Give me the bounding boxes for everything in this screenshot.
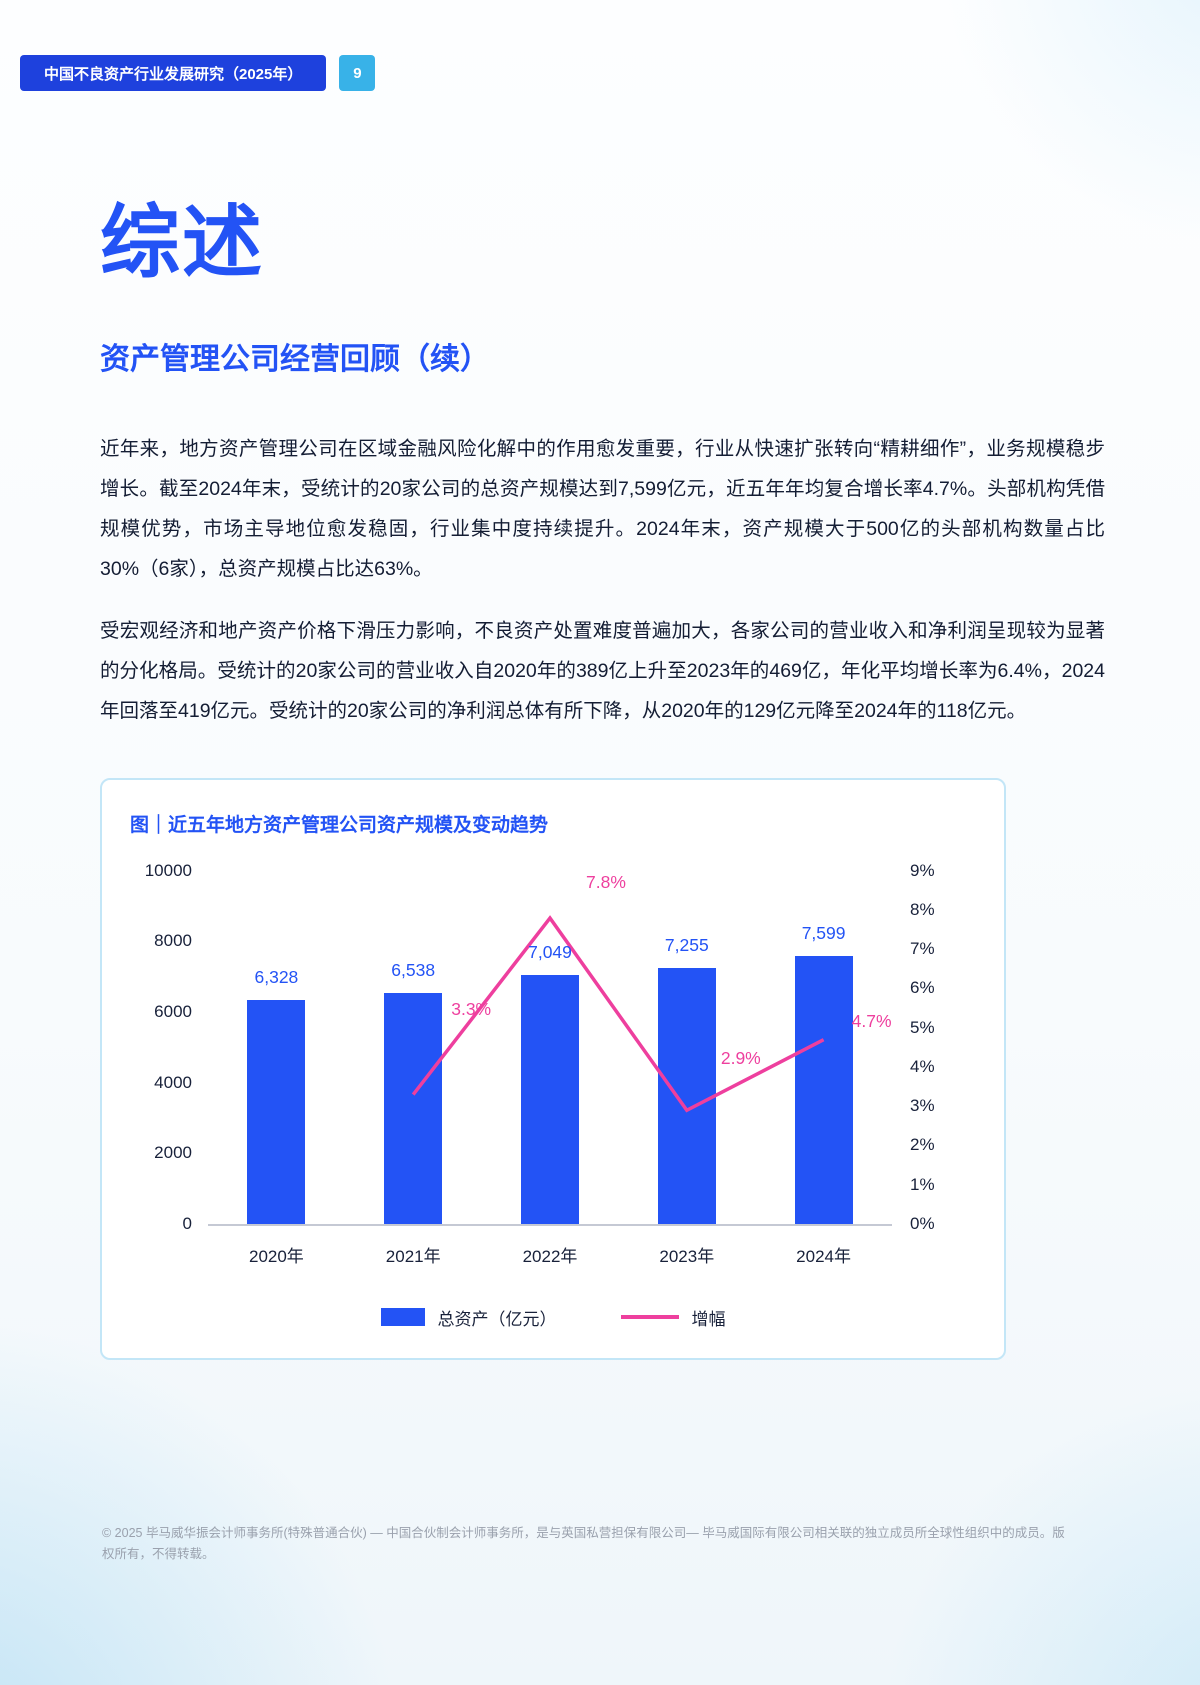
x-axis-label: 2021年 <box>385 1246 441 1266</box>
left-axis-tick: 0 <box>182 1213 192 1233</box>
asset-bar-value: 6,328 <box>254 967 299 988</box>
legend-label: 增幅 <box>691 1309 726 1329</box>
growth-value: 3.3% <box>451 999 492 1020</box>
left-axis-tick: 10000 <box>144 860 192 880</box>
chart-card: 图｜近五年地方资产管理公司资产规模及变动趋势 10000 8000 6000 4000… <box>100 777 1006 1360</box>
x-axis: 2020年 2021年 2022年 2023年 2024年 <box>208 1226 892 1267</box>
body-paragraph-2: 受宏观经济和地产资产价格下滑压力影响，不良资产处置难度普遍加大，各家公司的营业收… <box>100 619 1105 722</box>
right-axis: 9% 8% 7% 6% 5% 4% 3% 2% 1% 0% <box>892 861 976 1233</box>
asset-bar <box>794 955 853 1224</box>
left-axis-tick: 2000 <box>154 1143 192 1163</box>
header-bar: 中国不良资产行业发展研究（2025年） <box>20 55 327 91</box>
page-number-badge: 9 <box>339 55 376 91</box>
right-axis-tick: 7% <box>910 939 935 959</box>
x-axis-label: 2024年 <box>796 1246 851 1266</box>
page-title: 综述 <box>100 198 264 287</box>
right-axis-tick: 4% <box>910 1056 935 1076</box>
asset-bar <box>247 1000 306 1224</box>
report-title: 中国不良资产行业发展研究（2025年） <box>44 65 303 83</box>
report-header: 中国不良资产行业发展研究（2025年） 9 <box>20 55 376 91</box>
footer-copyright: © 2025 毕马威华振会计师事务所(特殊普通合伙) — 中国合伙制会计师事务所… <box>102 1525 1065 1561</box>
left-axis-tick: 6000 <box>154 1001 192 1021</box>
chart-legend: 总资产（亿元） 增幅 <box>130 1305 976 1330</box>
growth-value: 4.7% <box>851 1011 892 1032</box>
right-axis-tick: 2% <box>910 1135 935 1155</box>
growth-line <box>411 914 825 1113</box>
x-axis-label: 2020年 <box>248 1246 304 1266</box>
right-axis-tick: 5% <box>910 1017 935 1037</box>
chart-plot: 6,328 6,538 7,049 7,255 7,599 3.3% 7.8% 2.9% 4.7… <box>208 871 892 1226</box>
x-axis-label: 2023年 <box>659 1246 715 1266</box>
asset-bar <box>384 993 443 1224</box>
right-axis-tick: 8% <box>910 900 935 919</box>
legend-item: 总资产（亿元） <box>380 1305 557 1330</box>
asset-bar-value: 7,049 <box>528 941 572 962</box>
asset-bar <box>657 967 716 1224</box>
right-axis-tick: 1% <box>910 1174 935 1194</box>
right-axis-tick: 6% <box>910 978 935 998</box>
asset-bar-value: 7,255 <box>664 934 709 955</box>
right-axis-tick: 9% <box>910 860 935 880</box>
right-axis-tick: 0% <box>910 1213 935 1233</box>
asset-bar-value: 6,538 <box>391 960 436 980</box>
left-axis: 10000 8000 6000 4000 2000 0 <box>130 861 208 1233</box>
chart-area: 10000 8000 6000 4000 2000 0 6,328 6,538 7,049 7,… <box>130 861 976 1330</box>
x-axis-label: 2022年 <box>522 1246 578 1266</box>
body-paragraph-1: 近年来，地方资产管理公司在区域金融风险化解中的作用愈发重要，行业从快速扩张转向“… <box>100 438 1105 580</box>
chart-title: 图｜近五年地方资产管理公司资产规模及变动趋势 <box>130 814 549 836</box>
left-axis-tick: 8000 <box>154 931 192 951</box>
right-axis-tick: 3% <box>910 1096 935 1116</box>
legend-line-swatch <box>620 1315 679 1320</box>
page-content: 综述 资产管理公司经营回顾（续） 近年来，地方资产管理公司在区域金融风险化解中的… <box>100 178 1105 1360</box>
section-subtitle: 资产管理公司经营回顾（续） <box>100 343 490 376</box>
legend-item: 增幅 <box>620 1305 726 1330</box>
growth-value: 2.9% <box>720 1048 761 1069</box>
left-axis-tick: 4000 <box>154 1072 192 1092</box>
legend-bar-swatch <box>380 1308 425 1327</box>
growth-value: 7.8% <box>586 871 626 892</box>
asset-bar-value: 7,599 <box>801 922 846 943</box>
legend-label: 总资产（亿元） <box>437 1309 557 1329</box>
asset-bar <box>521 974 579 1224</box>
